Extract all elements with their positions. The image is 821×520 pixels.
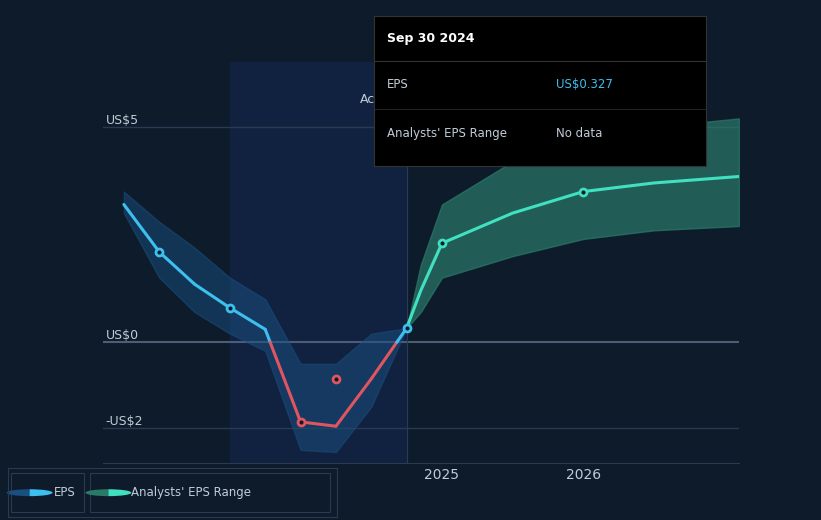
Text: No data: No data [557,127,603,140]
Bar [11,473,84,513]
Text: Analysts Forecasts: Analysts Forecasts [420,93,537,106]
Wedge shape [108,489,131,496]
Text: Sep 30 2024: Sep 30 2024 [387,32,475,45]
Text: EPS: EPS [54,486,76,499]
Text: US$0: US$0 [105,329,139,342]
Text: Analysts' EPS Range: Analysts' EPS Range [131,486,251,499]
Bar [230,62,406,463]
Text: EPS: EPS [387,79,409,92]
Text: US$0.327: US$0.327 [557,79,613,92]
Text: Actual: Actual [360,93,400,106]
Bar [90,473,330,513]
Text: -US$2: -US$2 [105,415,143,428]
Wedge shape [7,489,30,496]
Text: Analysts' EPS Range: Analysts' EPS Range [387,127,507,140]
Wedge shape [30,489,53,496]
Wedge shape [85,489,108,496]
Text: US$5: US$5 [105,114,139,127]
